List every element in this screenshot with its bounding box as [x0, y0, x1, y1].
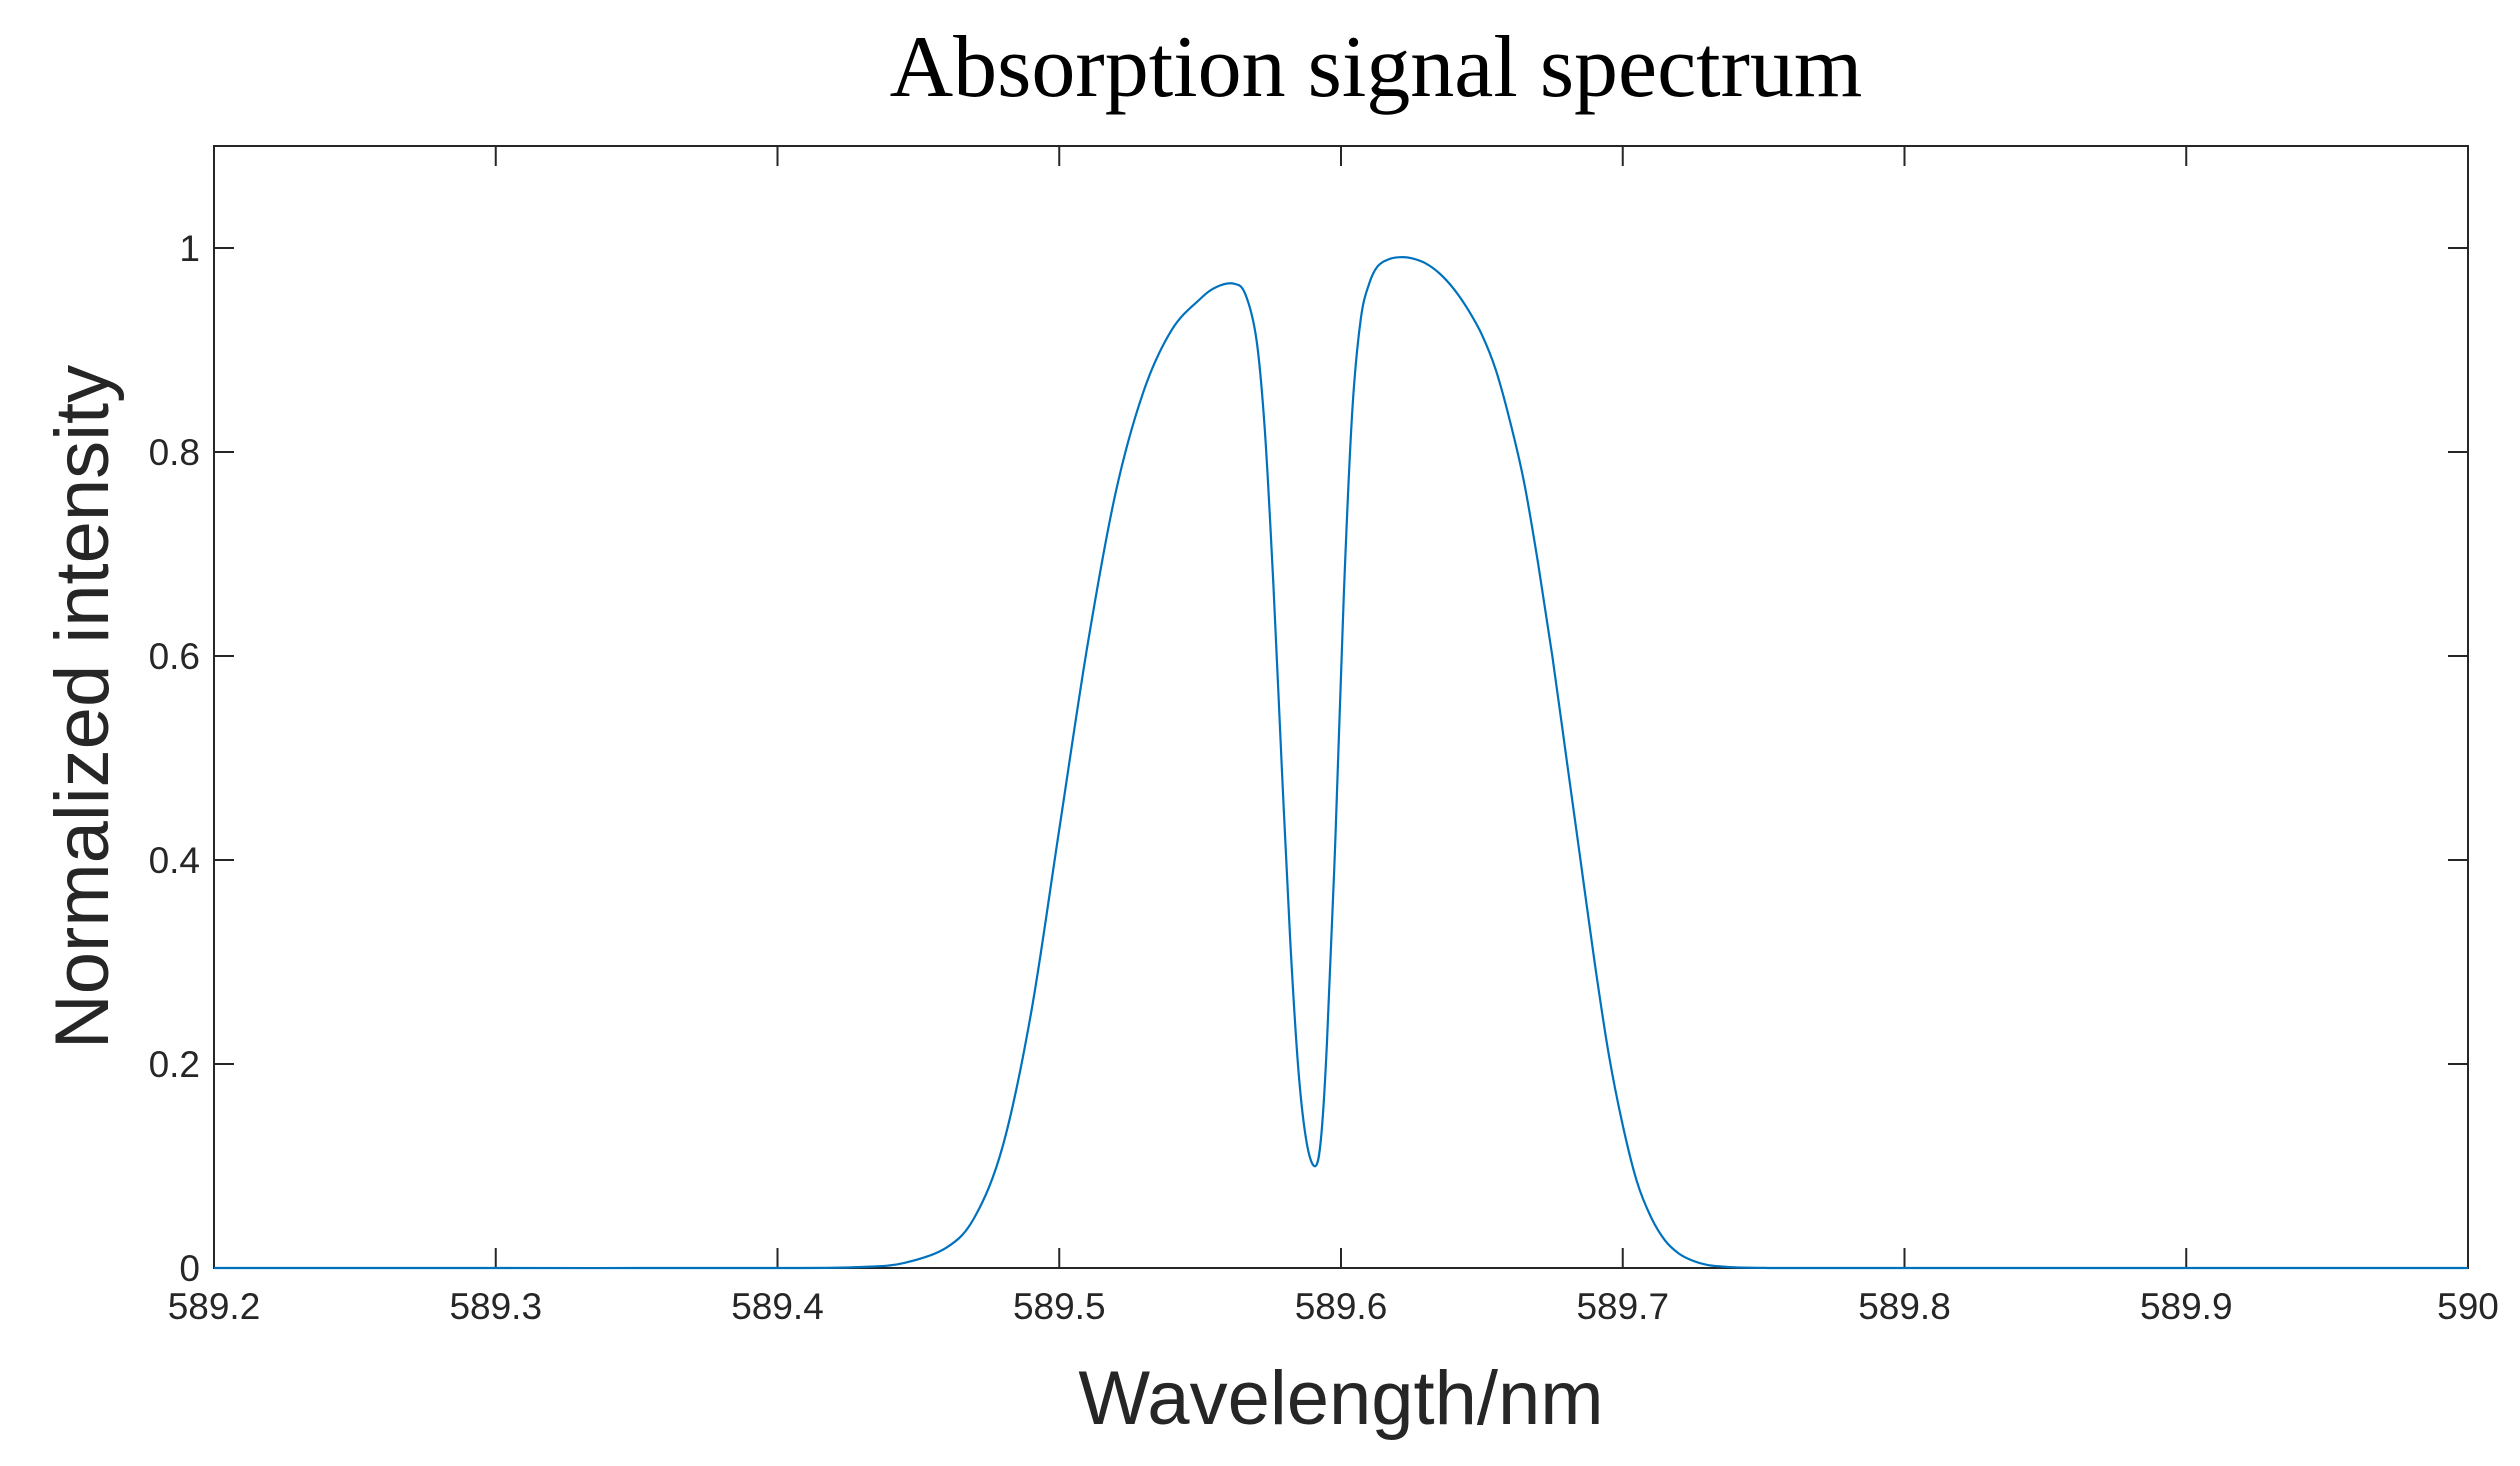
x-tick-label: 590	[2437, 1286, 2499, 1327]
y-tick-label: 0.4	[149, 840, 200, 881]
absorption-signal-line	[214, 256, 2468, 1270]
x-tick-label: 589.4	[731, 1286, 824, 1327]
chart-title: Absorption signal spectrum	[890, 19, 1863, 116]
x-tick-label: 589.5	[1013, 1286, 1106, 1327]
x-tick-label: 589.7	[1576, 1286, 1669, 1327]
y-tick-label: 0.6	[149, 636, 200, 677]
x-tick-label: 589.9	[2140, 1286, 2233, 1327]
y-tick-label: 1	[179, 228, 200, 269]
x-tick-label: 589.6	[1295, 1286, 1388, 1327]
x-tick-label: 589.8	[1858, 1286, 1951, 1327]
x-tick-label: 589.2	[168, 1286, 261, 1327]
y-tick-label: 0.2	[149, 1044, 200, 1085]
y-tick-label: 0	[179, 1248, 200, 1289]
x-tick-label: 589.3	[449, 1286, 542, 1327]
x-axis-label: Wavelength/nm	[1078, 1356, 1603, 1441]
y-axis-label: Normalized intensity	[40, 365, 125, 1049]
y-axis-ticks: 0 0.2 0.4 0.6 0.8 1	[149, 228, 2468, 1289]
x-axis-ticks: 589.2 589.3 589.4 589.5 589.6 589.7 589.8 589.9…	[168, 146, 2499, 1327]
y-tick-label: 0.8	[149, 432, 200, 473]
